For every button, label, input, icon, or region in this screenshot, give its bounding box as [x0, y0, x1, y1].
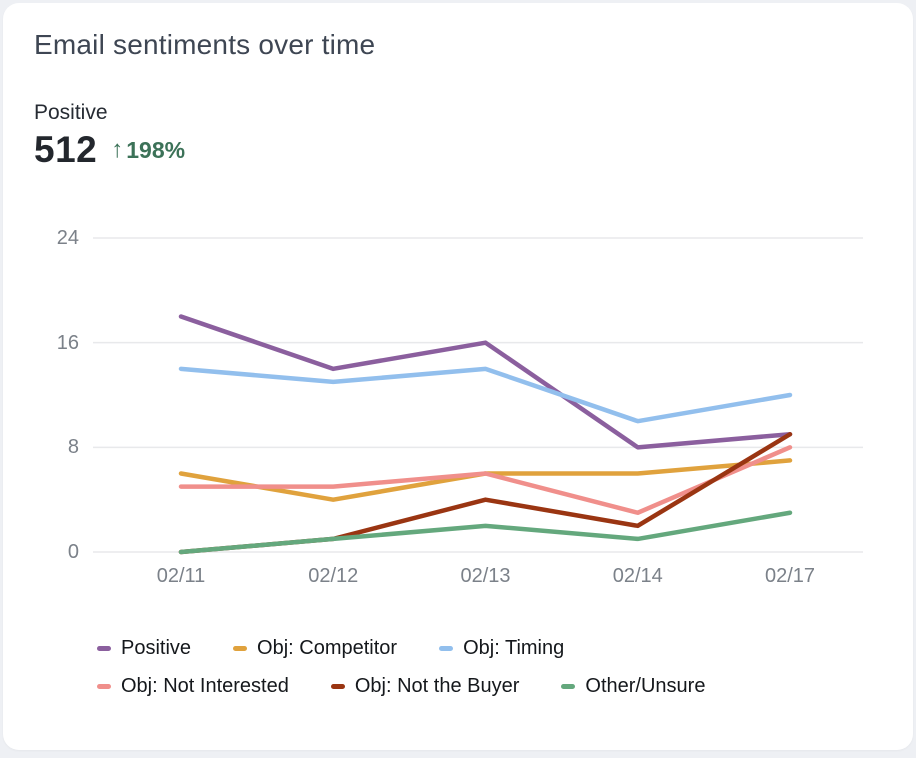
metric-value: 512	[34, 129, 98, 170]
legend-swatch-icon	[330, 684, 345, 689]
metric-delta: ↑ 198%	[111, 136, 185, 164]
y-tick-24: 24	[56, 227, 79, 249]
x-tick-02-12: 02/12	[308, 565, 359, 587]
line-series-obj-timing	[178, 366, 793, 424]
line-series-other-unsure	[178, 510, 793, 555]
chart-plot	[93, 237, 863, 555]
line-series-positive	[178, 314, 793, 450]
y-tick-8: 8	[67, 436, 79, 459]
x-tick-02-17: 02/17	[764, 565, 816, 587]
legend-row-2: Obj: Not Interested Obj: Not the Buyer Oth…	[97, 675, 867, 698]
line-series-obj-not-the-buyer	[178, 432, 793, 555]
metric-block: Positive 512 ↑ 198%	[34, 101, 185, 171]
metric-delta-value: 198%	[126, 136, 186, 163]
legend-swatch-icon	[439, 646, 454, 651]
legend-swatch-icon	[233, 646, 248, 651]
y-axis-labels: 0 8 16 24	[31, 225, 79, 570]
y-tick-0: 0	[67, 541, 79, 563]
legend-swatch-icon	[561, 684, 576, 689]
up-arrow-icon: ↑	[111, 136, 124, 163]
x-tick-02-14: 02/14	[612, 565, 663, 587]
chart-legend: Positive Obj: Competitor Obj: Timing Obj: N…	[97, 637, 867, 713]
x-tick-02-13: 02/13	[460, 565, 511, 587]
email-sentiments-card: Email sentiments over time Positive 512 …	[3, 3, 913, 750]
x-tick-02-11: 02/11	[156, 565, 206, 587]
legend-label: Positive	[121, 637, 192, 659]
legend-item-obj-not-the-buyer[interactable]: Obj: Not the Buyer	[330, 675, 520, 698]
legend-item-positive[interactable]: Positive	[97, 637, 191, 660]
legend-label: Other/Unsure	[585, 675, 706, 697]
y-tick-16: 16	[56, 331, 79, 354]
x-axis-labels: 02/11 02/12 02/13 02/14 02/17	[3, 565, 913, 595]
sentiment-line-chart: 0 8 16 24 02/11 02/12 02/13 02/14 02/17	[3, 225, 913, 615]
metric-label: Positive	[34, 101, 108, 124]
line-series-obj-not-interested	[178, 445, 793, 515]
legend-item-obj-timing[interactable]: Obj: Timing	[439, 637, 564, 660]
card-title: Email sentiments over time	[34, 29, 376, 60]
line-series-obj-competitor	[178, 458, 793, 502]
legend-label: Obj: Timing	[463, 637, 565, 659]
legend-label: Obj: Not the Buyer	[354, 675, 520, 697]
legend-item-obj-not-interested[interactable]: Obj: Not Interested	[97, 675, 289, 698]
legend-label: Obj: Competitor	[257, 637, 398, 659]
legend-swatch-icon	[97, 646, 111, 651]
legend-item-obj-competitor[interactable]: Obj: Competitor	[233, 637, 397, 660]
legend-label: Obj: Not Interested	[121, 675, 289, 697]
legend-item-other-unsure[interactable]: Other/Unsure	[561, 675, 705, 698]
legend-row-1: Positive Obj: Competitor Obj: Timing	[97, 637, 867, 660]
legend-swatch-icon	[97, 684, 111, 689]
